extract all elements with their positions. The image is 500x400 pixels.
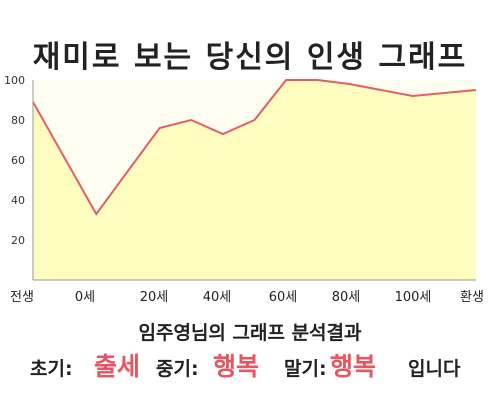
y-tick-label: 20 [11, 234, 25, 247]
chart-title: 재미로 보는 당신의 인생 그래프 [32, 40, 468, 75]
y-tick-label: 80 [11, 114, 25, 127]
series-line [32, 79, 477, 216]
late-label: 말기: [284, 358, 327, 380]
x-tick-label: 전생 [10, 290, 34, 305]
early-label: 초기: [30, 358, 73, 380]
result-suffix: 입니다 [408, 358, 461, 380]
late-value: 행복 [330, 352, 377, 381]
x-tick-label: 40세 [203, 290, 232, 305]
x-tick-label: 60세 [269, 290, 298, 305]
y-tick-label: 40 [11, 194, 25, 207]
y-tick-label: 60 [11, 154, 25, 167]
early-value: 출세 [94, 352, 141, 381]
x-tick-label: 80세 [332, 290, 361, 305]
mid-label: 중기: [156, 358, 199, 380]
x-tick-label: 환생 [460, 290, 484, 305]
result-summary: 초기: 출세 중기: 행복 말기: 행복 입니다 [0, 346, 500, 386]
result-title: 임주영님의 그래프 분석결과 [138, 322, 362, 344]
x-tick-label: 0세 [75, 290, 95, 305]
life-graph-chart: 20 40 60 80 100 전생 0세 20세 40세 60세 80세 100세 환생 [4, 74, 484, 305]
x-tick-label: 100세 [395, 290, 432, 305]
mid-value: 행복 [213, 352, 260, 381]
series-area [33, 80, 476, 280]
x-tick-label: 20세 [140, 290, 169, 305]
y-tick-label: 100 [4, 74, 25, 87]
